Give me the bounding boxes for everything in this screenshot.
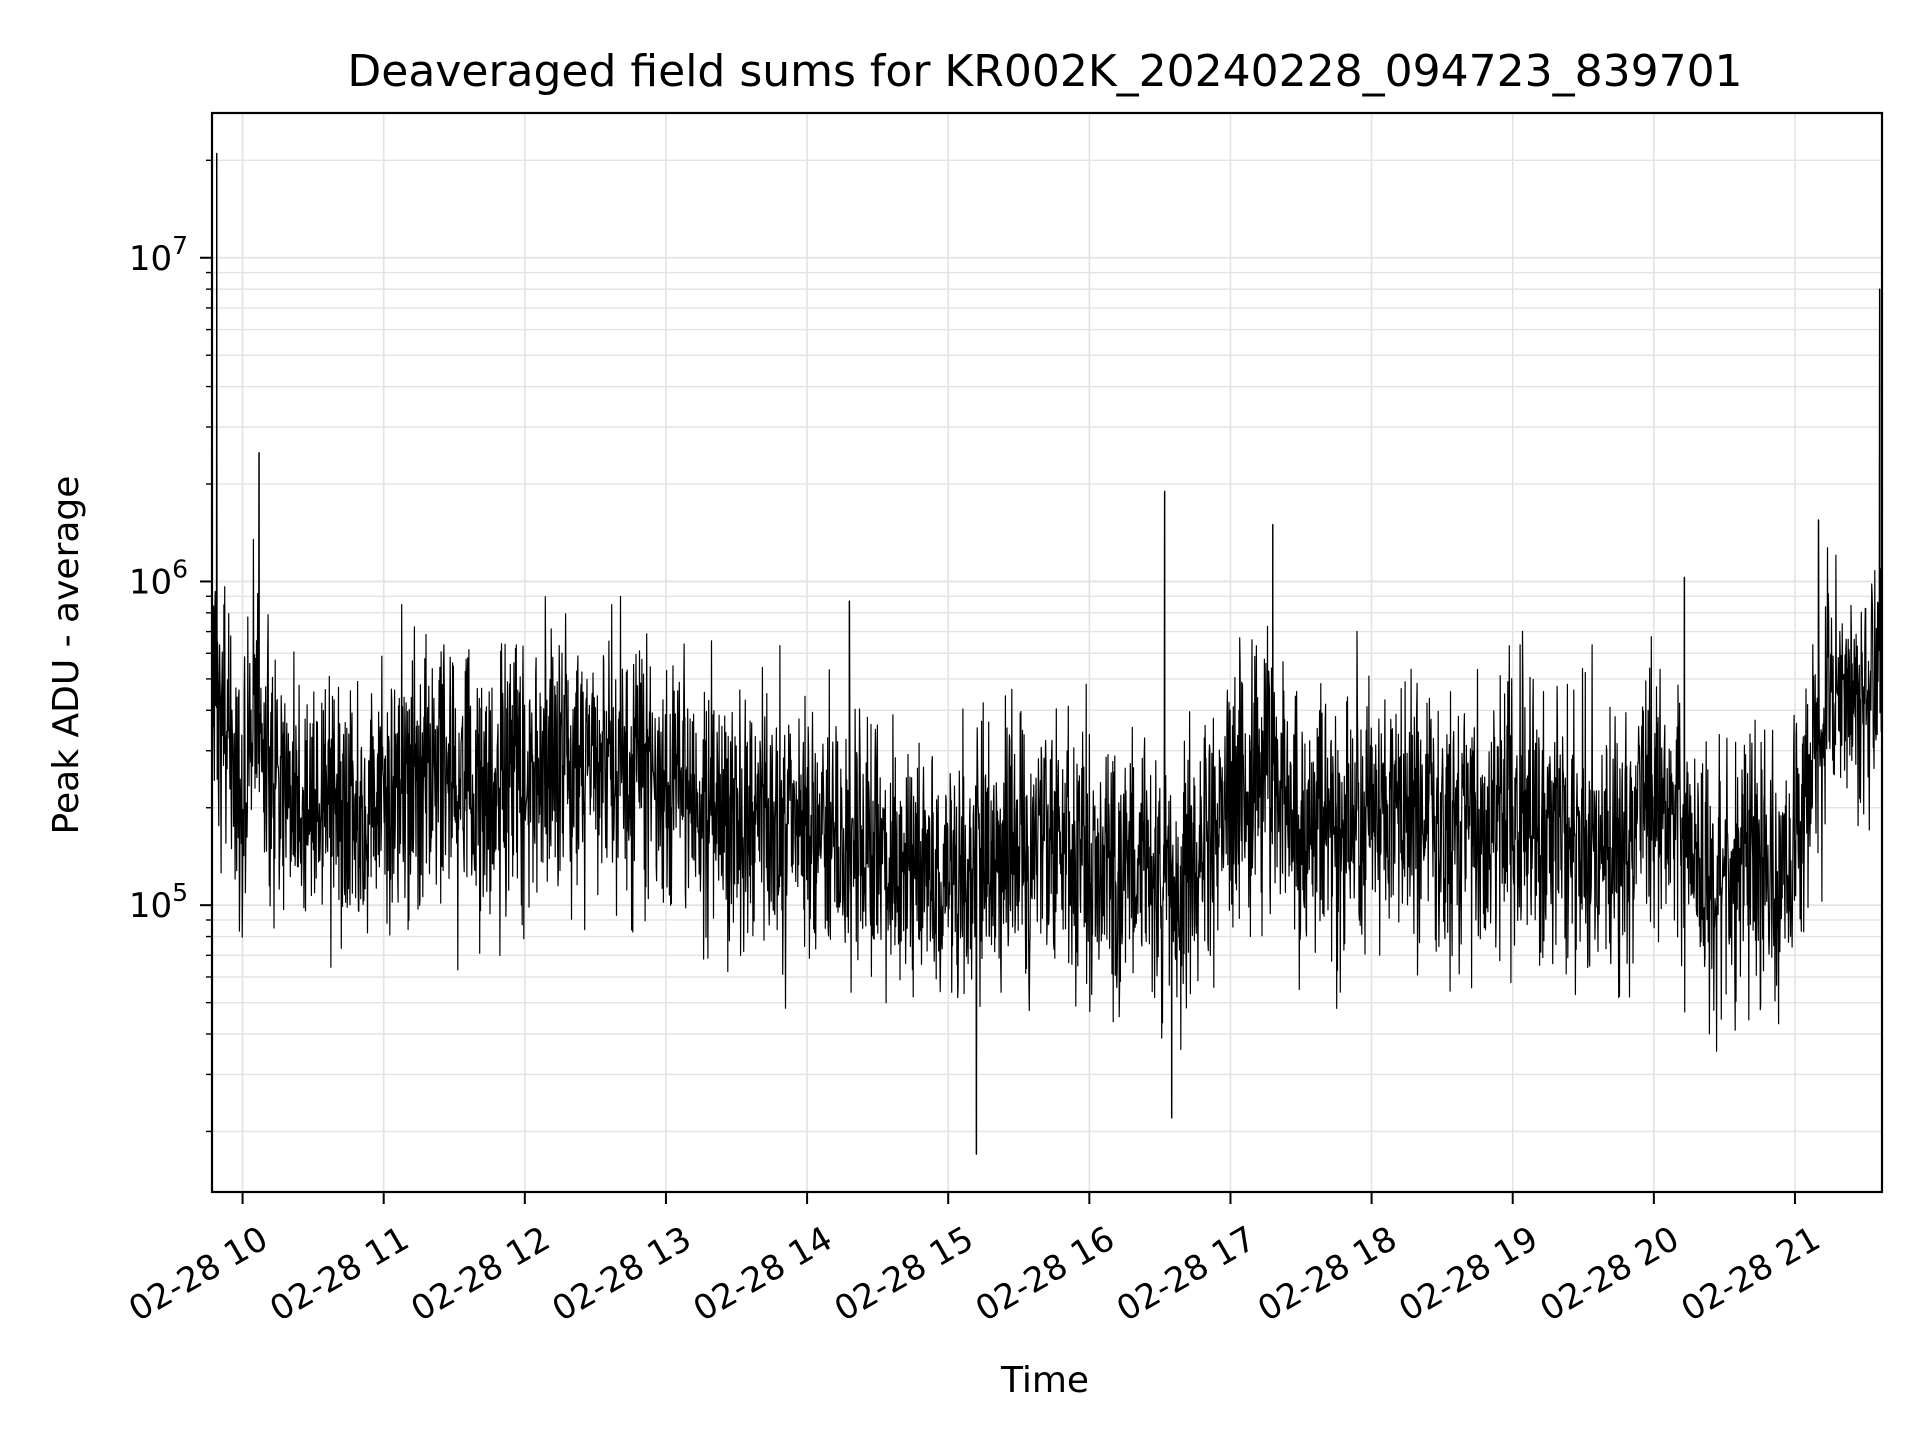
x-axis-label: Time [1000, 1360, 1089, 1401]
series-line [211, 152, 1883, 1155]
plot-frame [210, 111, 1884, 1194]
y-tick-label: 106 [129, 554, 188, 602]
y-tick-label: 107 [129, 231, 188, 279]
y-axis-label: Peak ADU - average [46, 476, 87, 835]
chart-title: Deaveraged field sums for KR002K_2024022… [347, 46, 1742, 97]
grid [212, 113, 1882, 1192]
series-layer [211, 152, 1883, 1155]
y-tick-label: 105 [129, 878, 188, 926]
